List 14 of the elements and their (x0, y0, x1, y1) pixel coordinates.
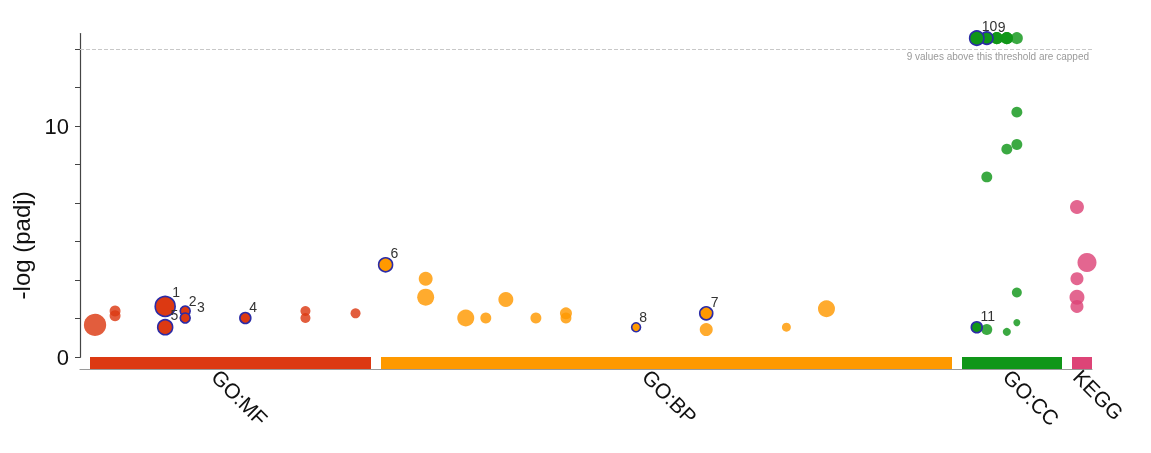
series-label: 5 (170, 307, 179, 323)
series-label: 3 (196, 299, 205, 316)
y-axis-title: -log (padj) (8, 191, 36, 300)
series-label: 8 (639, 309, 648, 326)
series-label: 9 (997, 18, 1006, 35)
ref-line-label: 9 values above this threshold are capped (906, 51, 1089, 63)
series-label: 1 (172, 284, 181, 301)
series-label: 2 (188, 292, 197, 309)
series-label: 4 (249, 299, 258, 316)
series-label: 11 (980, 308, 996, 325)
series-label: 7 (710, 293, 719, 310)
y-tick-label: 0 (56, 344, 69, 370)
series-label: 6 (390, 244, 399, 261)
series-label: 10 (981, 18, 998, 35)
